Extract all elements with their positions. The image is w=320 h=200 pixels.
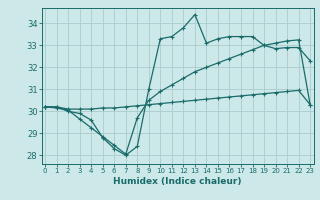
X-axis label: Humidex (Indice chaleur): Humidex (Indice chaleur) xyxy=(113,177,242,186)
